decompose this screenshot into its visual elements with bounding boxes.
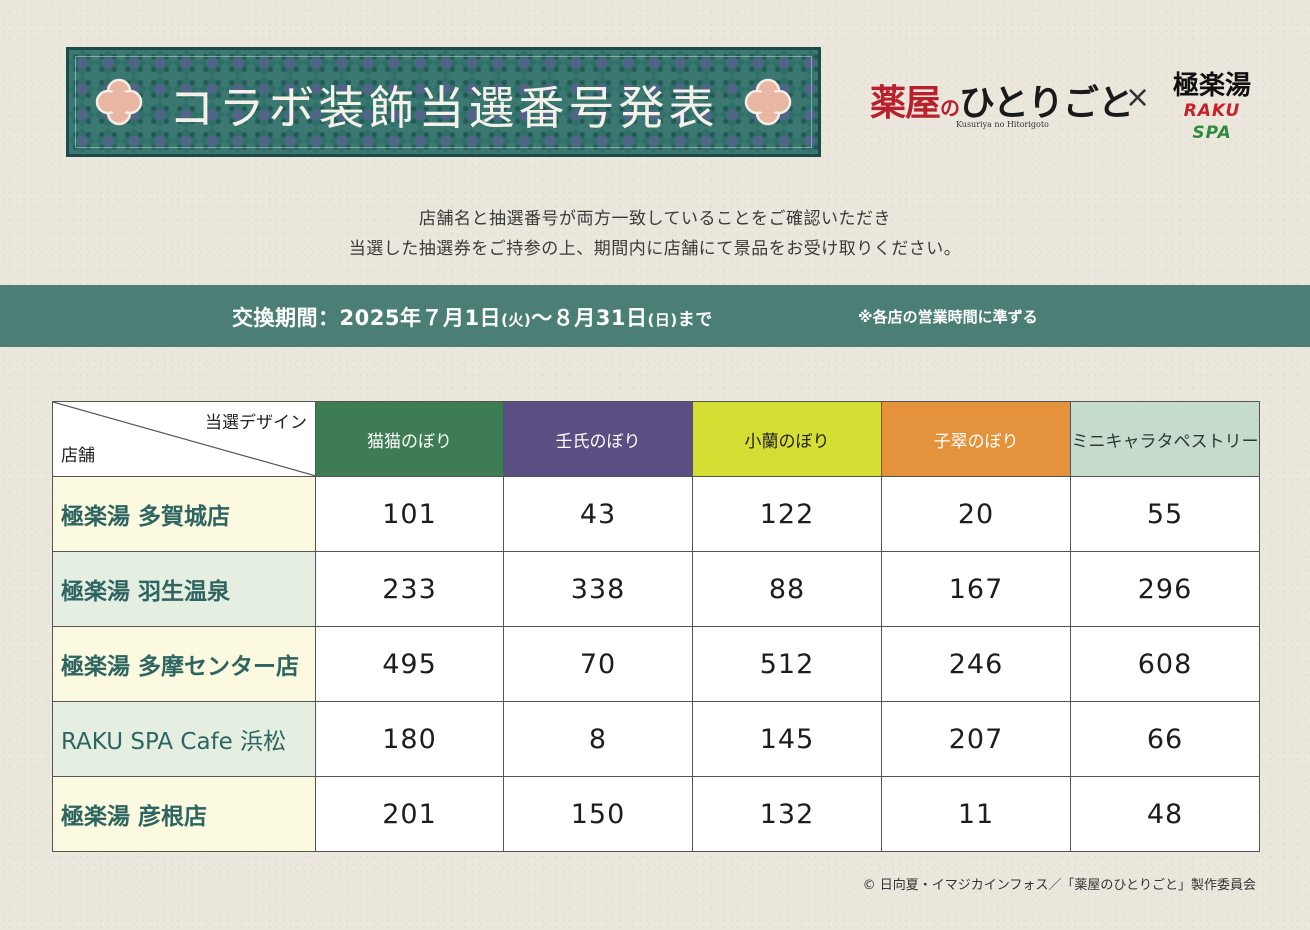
notice-line-2: 当選した抽選券をご持参の上、期間内に店舗にて景品をお受け取りください。: [348, 239, 962, 259]
exchange-period-band: 交換期間：2025年７月1日(火)〜８月31日(日)まで ※各店の営業時間に準ず…: [0, 285, 1310, 347]
winning-numbers-table: 当選デザイン 店舗 猫猫のぼり 壬氏のぼり 小蘭のぼり 子翠のぼり ミニキャラタ…: [52, 401, 1260, 852]
notice-line-1: 店舗名と抽選番号が両方一致していることをご確認いただき: [419, 209, 891, 229]
winning-number: 207: [881, 701, 1071, 777]
winning-number: 132: [692, 776, 882, 852]
winning-number: 150: [503, 776, 693, 852]
kusuriya-logo-no: の: [940, 96, 960, 120]
winning-number: 145: [692, 701, 882, 777]
winning-number: 338: [503, 551, 693, 627]
kusuriya-logo-romaji: Kusuriya no Hitorigoto: [956, 120, 1049, 129]
store-name: 極楽湯 羽生温泉: [52, 551, 316, 627]
title-banner: コラボ装飾当選番号発表: [66, 47, 821, 157]
raku-spa-logo-text: RAKU SPA: [1162, 100, 1262, 144]
kusuriya-logo-red: 薬屋: [870, 82, 941, 124]
corner-diagonal-line: [53, 402, 316, 476]
column-header-mini-tapestry: ミニキャラタペストリー: [1070, 401, 1260, 477]
gokurakuyu-logo-text: 極楽湯: [1172, 71, 1251, 101]
winning-number: 88: [692, 551, 882, 627]
store-name: 極楽湯 彦根店: [52, 776, 316, 852]
winning-number: 495: [315, 626, 504, 702]
raku-spa-logo: 極楽湯 RAKU SPA: [1162, 72, 1262, 144]
period-note: ※各店の営業時間に準ずる: [858, 308, 1038, 326]
winning-number: 201: [315, 776, 504, 852]
winning-number: 180: [315, 701, 504, 777]
page-title: コラボ装飾当選番号発表: [168, 81, 719, 135]
table-row: 極楽湯 多賀城店 101 43 122 20 55: [52, 476, 1260, 552]
winning-number: 101: [315, 476, 504, 552]
winning-number: 66: [1070, 701, 1260, 777]
table-row: RAKU SPA Cafe 浜松 180 8 145 207 66: [52, 701, 1260, 777]
period-label: 交換期間：2025年７月1日: [232, 306, 502, 330]
quatrefoil-ornament-right-icon: [744, 78, 792, 126]
column-header-shisui: 子翠のぼり: [881, 401, 1071, 477]
store-name: 極楽湯 多摩センター店: [52, 626, 316, 702]
column-header-shaolan: 小蘭のぼり: [692, 401, 882, 477]
kusuriya-logo: 薬屋のひとりごと: [870, 74, 1134, 126]
store-name: 極楽湯 多賀城店: [52, 476, 316, 552]
period-until: まで: [677, 310, 713, 330]
column-header-maomao: 猫猫のぼり: [315, 401, 504, 477]
kusuriya-logo-rest: ひとりごと: [959, 82, 1134, 124]
store-name: RAKU SPA Cafe 浜松: [52, 701, 316, 777]
exchange-period: 交換期間：2025年７月1日(火)〜８月31日(日)まで: [232, 302, 713, 332]
copyright-notice: © 日向夏・イマジカインフォス／「薬屋のひとりごと」製作委員会: [862, 878, 1256, 893]
corner-design-label: 当選デザイン: [205, 413, 307, 433]
winning-number: 11: [881, 776, 1071, 852]
winning-number: 122: [692, 476, 882, 552]
winning-number: 48: [1070, 776, 1260, 852]
column-header-jinshi: 壬氏のぼり: [503, 401, 693, 477]
period-start-day: (火): [501, 311, 532, 329]
table-row: 極楽湯 彦根店 201 150 132 11 48: [52, 776, 1260, 852]
winning-number: 70: [503, 626, 693, 702]
raku-spa-logo-raku: RAKU: [1183, 101, 1241, 121]
quatrefoil-ornament-left-icon: [95, 78, 143, 126]
winning-number: 20: [881, 476, 1071, 552]
table-corner-cell: 当選デザイン 店舗: [52, 401, 316, 477]
winning-number: 55: [1070, 476, 1260, 552]
winning-number: 233: [315, 551, 504, 627]
period-end-day: (日): [647, 311, 678, 329]
corner-store-label: 店舗: [61, 446, 95, 466]
winning-number: 608: [1070, 626, 1260, 702]
table-row: 極楽湯 多摩センター店 495 70 512 246 608: [52, 626, 1260, 702]
winning-number: 167: [881, 551, 1071, 627]
winning-number: 8: [503, 701, 693, 777]
table-row: 極楽湯 羽生温泉 233 338 88 167 296: [52, 551, 1260, 627]
raku-spa-logo-spa: SPA: [1192, 123, 1232, 143]
winning-number: 43: [503, 476, 693, 552]
banner-frame: [75, 56, 812, 148]
winning-number: 246: [881, 626, 1071, 702]
table-header-row: 当選デザイン 店舗 猫猫のぼり 壬氏のぼり 小蘭のぼり 子翠のぼり ミニキャラタ…: [52, 401, 1260, 477]
winning-number: 296: [1070, 551, 1260, 627]
period-end: 〜８月31日: [531, 306, 648, 330]
collab-times-sign: ×: [1125, 80, 1151, 115]
collab-logos: 薬屋のひとりごと Kusuriya no Hitorigoto × 極楽湯 RA…: [870, 70, 1270, 143]
winning-number: 512: [692, 626, 882, 702]
